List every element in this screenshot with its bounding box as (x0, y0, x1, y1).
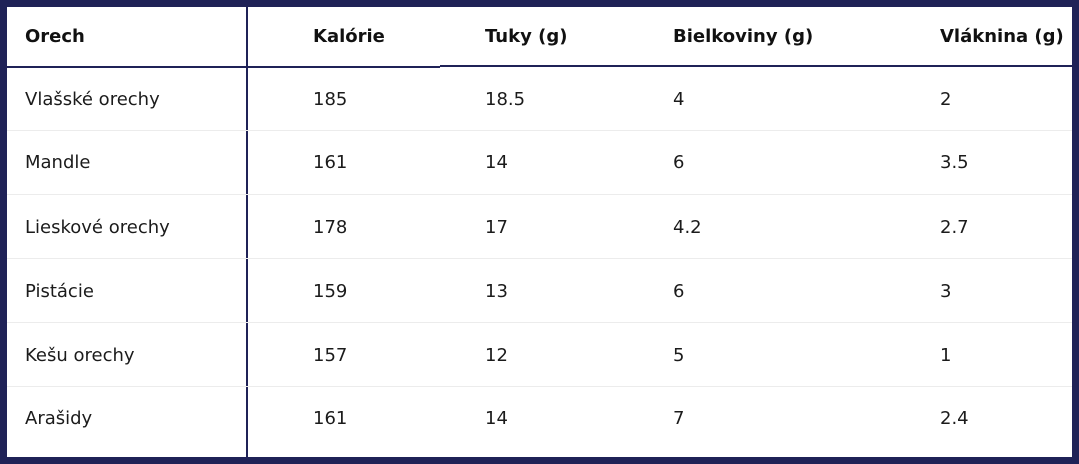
cell-fat: 14 (485, 408, 508, 429)
cell-protein: 5 (673, 345, 685, 366)
cell-nut: Lieskové orechy (25, 217, 170, 238)
table-frame: Orech Kalórie Tuky (g) Bielkoviny (g) Vl… (7, 7, 1072, 457)
cell-nut: Mandle (25, 152, 91, 173)
cell-protein: 7 (673, 408, 685, 429)
cell-fiber: 1 (940, 345, 952, 366)
cell-fiber: 3 (940, 281, 952, 302)
cell-fiber: 2.7 (940, 217, 969, 238)
cell-fat: 13 (485, 281, 508, 302)
row-divider (7, 258, 1072, 259)
cell-calories: 157 (313, 345, 348, 366)
cell-fat: 14 (485, 152, 508, 173)
cell-protein: 6 (673, 281, 685, 302)
header-divider (440, 65, 1072, 67)
header-protein: Bielkoviny (g) (673, 26, 814, 47)
row-divider (7, 386, 1072, 387)
cell-fat: 12 (485, 345, 508, 366)
row-divider (7, 322, 1072, 323)
cell-nut: Kešu orechy (25, 345, 135, 366)
cell-fat: 17 (485, 217, 508, 238)
cell-calories: 185 (313, 89, 348, 110)
row-divider (7, 194, 1072, 195)
header-fat: Tuky (g) (485, 26, 568, 47)
table-header-row: Orech Kalórie Tuky (g) Bielkoviny (g) Vl… (7, 7, 1072, 67)
header-fiber: Vláknina (g) (940, 26, 1064, 47)
nut-nutrition-table: Orech Kalórie Tuky (g) Bielkoviny (g) Vl… (7, 7, 1072, 457)
header-nut: Orech (25, 26, 85, 47)
cell-nut: Vlašské orechy (25, 89, 160, 110)
cell-nut: Pistácie (25, 281, 94, 302)
header-calories: Kalórie (313, 26, 385, 47)
cell-calories: 161 (313, 152, 348, 173)
cell-nut: Arašidy (25, 408, 93, 429)
cell-calories: 178 (313, 217, 348, 238)
cell-protein: 4 (673, 89, 685, 110)
cell-calories: 159 (313, 281, 348, 302)
cell-fiber: 2 (940, 89, 952, 110)
cell-protein: 4.2 (673, 217, 702, 238)
cell-protein: 6 (673, 152, 685, 173)
first-column-divider (246, 7, 248, 457)
cell-fiber: 2.4 (940, 408, 969, 429)
header-divider (7, 66, 440, 68)
row-divider (7, 130, 1072, 131)
cell-fiber: 3.5 (940, 152, 969, 173)
cell-calories: 161 (313, 408, 348, 429)
cell-fat: 18.5 (485, 89, 526, 110)
